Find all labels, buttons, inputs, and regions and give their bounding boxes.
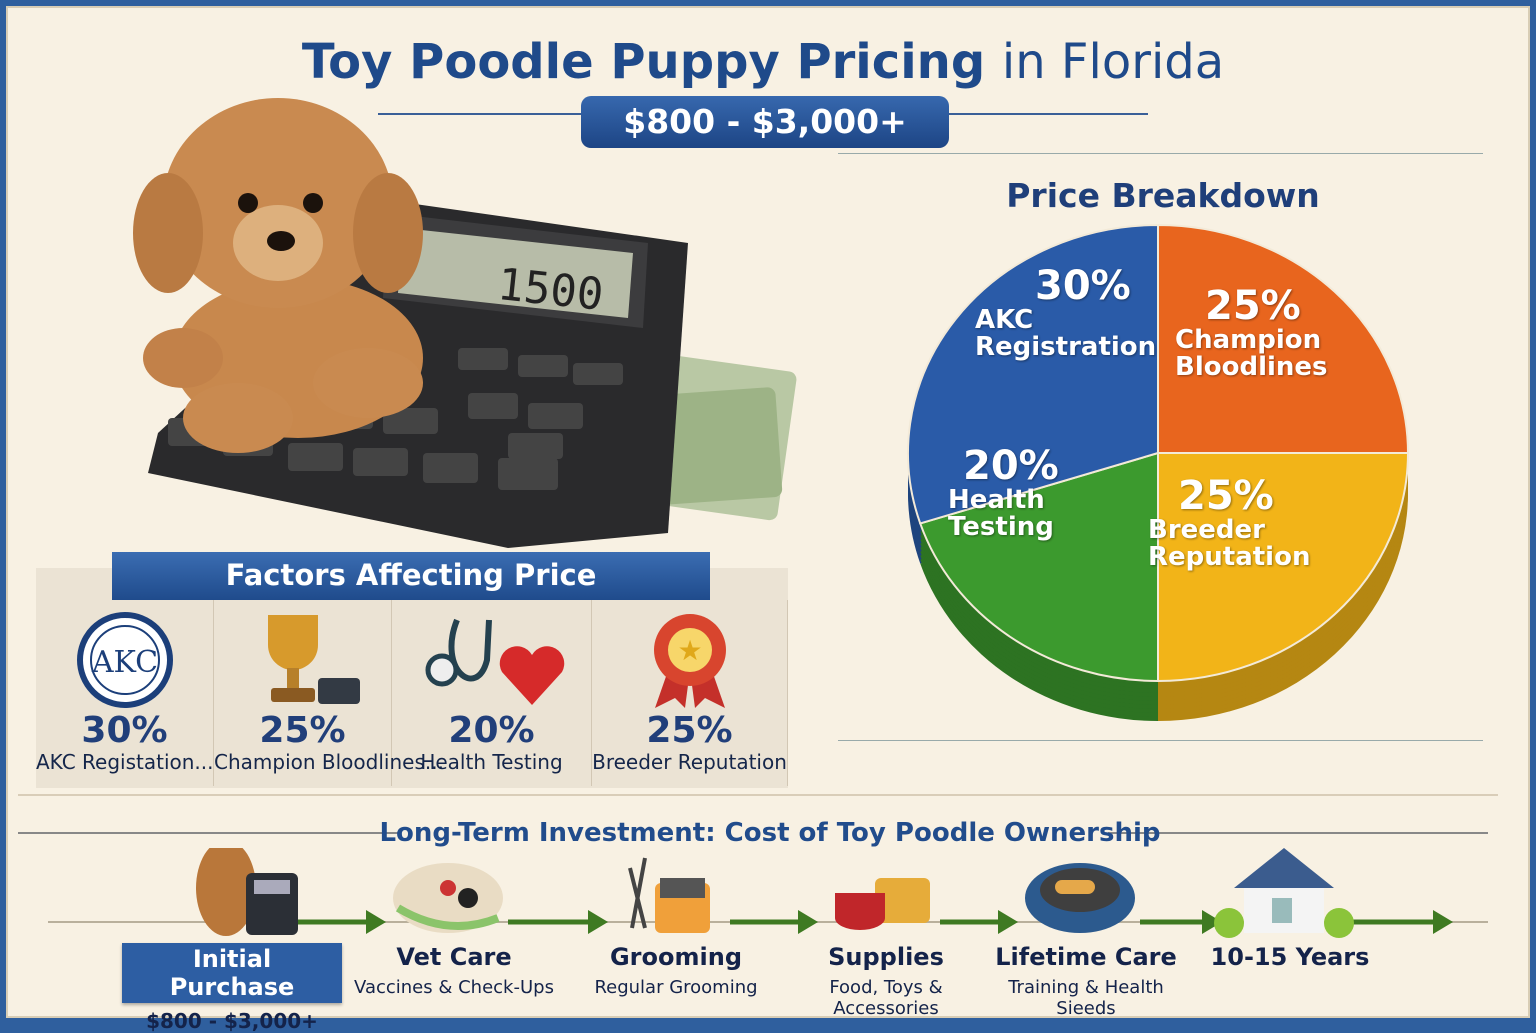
puppy-icon	[133, 98, 423, 453]
svg-text:AKC: AKC	[90, 645, 157, 680]
factor-label: Health Testing	[420, 750, 563, 774]
pie-slice-label: 20% Health Testing	[948, 445, 1148, 542]
step-detail: Food, Toys & Accessories	[829, 977, 943, 1019]
factor-percent: 30%	[81, 710, 168, 751]
timeline-step: Vet Care Vaccines & Check-Ups	[344, 943, 564, 998]
pie-slice-name: Health Testing	[948, 485, 1054, 543]
divider	[18, 832, 398, 834]
arrow-head-icon	[366, 910, 386, 934]
pie-slice-percent: 25%	[1178, 473, 1274, 519]
pie-slice-label: 30% AKC Registration	[975, 265, 1175, 362]
price-range-badge: $800 - $3,000+	[581, 96, 949, 148]
pie-slice-label: 25% Breeder Reputation	[1148, 475, 1348, 572]
pie-slice-percent: 25%	[1205, 283, 1301, 329]
timeline-line	[48, 848, 1488, 938]
step-detail: Regular Grooming	[594, 977, 758, 998]
step-name: Grooming	[609, 943, 742, 971]
divider	[838, 740, 1483, 741]
award-ribbon-icon: ★	[653, 614, 726, 708]
factor-label: Breeder Reputation	[592, 750, 787, 774]
timeline-step: Initial Purchase $800 - $3,000+	[122, 943, 342, 1033]
timeline-title: Long-Term Investment: Cost of Toy Poodle…	[379, 818, 1161, 848]
house-icon	[1214, 848, 1354, 938]
svg-text:★: ★	[677, 634, 702, 667]
timeline-step: Grooming Regular Grooming	[566, 943, 786, 998]
step-detail: Training & Health Sieeds	[1008, 977, 1164, 1019]
factor-label: AKC Registation...	[36, 750, 214, 774]
stethoscope-heart-icon	[425, 618, 564, 705]
arrow-head-icon	[798, 910, 818, 934]
food-bowl-icon	[835, 878, 930, 930]
factor-label: Champion Bloodlines...	[214, 750, 444, 774]
pie-slice-name: AKC Registration	[975, 305, 1157, 363]
price-breakdown-pie-chart	[907, 223, 1410, 721]
pie-slice-percent: 30%	[1035, 263, 1131, 309]
divider	[838, 153, 1483, 154]
factors-title: Factors Affecting Price	[112, 552, 710, 600]
arrow-head-icon	[1433, 910, 1453, 934]
pie-slice	[907, 223, 1159, 525]
step-name: Initial Purchase	[122, 943, 342, 1003]
trophy-icon	[267, 615, 360, 704]
factor-percent: 20%	[448, 710, 535, 751]
divider	[18, 794, 1498, 796]
dog-bed-icon	[1025, 863, 1135, 933]
pie-slice-name: Champion Bloodlines	[1175, 325, 1328, 383]
puppy-calculator-icon	[196, 848, 298, 936]
infographic: Toy Poodle Puppy Pricing in Florida $800…	[6, 6, 1530, 1033]
step-detail: $800 - $3,000+	[146, 1009, 318, 1033]
factor-card: ★ 25% Breeder Reputation	[592, 600, 788, 786]
factor-card: 25% Champion Bloodlines...	[214, 600, 444, 786]
akc-seal-icon: AKC	[76, 612, 173, 708]
paw-bandage-icon	[393, 863, 503, 933]
arrow-head-icon	[588, 910, 608, 934]
page-title: Toy Poodle Puppy Pricing in Florida	[301, 34, 1225, 90]
timeline-step: 10-15 Years	[1180, 943, 1400, 977]
pie-slice-label: 25% Champion Bloodlines	[1175, 285, 1355, 382]
step-name: Vet Care	[396, 943, 512, 971]
calculator-display: 1500	[495, 259, 606, 321]
factor-card: 20% Health Testing	[392, 600, 592, 786]
divider	[1108, 832, 1488, 834]
pie-slice	[1157, 452, 1410, 683]
pie-slice-percent: 20%	[963, 443, 1059, 489]
factor-card: AKC 30% AKC Registation...	[36, 600, 214, 786]
timeline-step: Lifetime Care Training & Health Sieeds	[976, 943, 1196, 1019]
factor-percent: 25%	[259, 710, 346, 751]
pie-slice-name: Breeder Reputation	[1148, 515, 1311, 573]
arrow-head-icon	[998, 910, 1018, 934]
arrow-head-icon	[1202, 910, 1222, 934]
step-detail: Vaccines & Check-Ups	[354, 977, 554, 998]
step-name: Lifetime Care	[995, 943, 1177, 971]
pie-slice	[918, 451, 1159, 683]
step-name: 10-15 Years	[1210, 943, 1370, 971]
pie-chart-title: Price Breakdown	[1006, 176, 1320, 215]
pie-slice	[1157, 223, 1410, 454]
step-name: Supplies	[828, 943, 944, 971]
timeline-step: Supplies Food, Toys & Accessories	[776, 943, 996, 1019]
factor-percent: 25%	[646, 710, 733, 751]
scissors-clipper-icon	[628, 857, 710, 933]
puppy-calculator-illustration: 1500	[133, 98, 797, 548]
